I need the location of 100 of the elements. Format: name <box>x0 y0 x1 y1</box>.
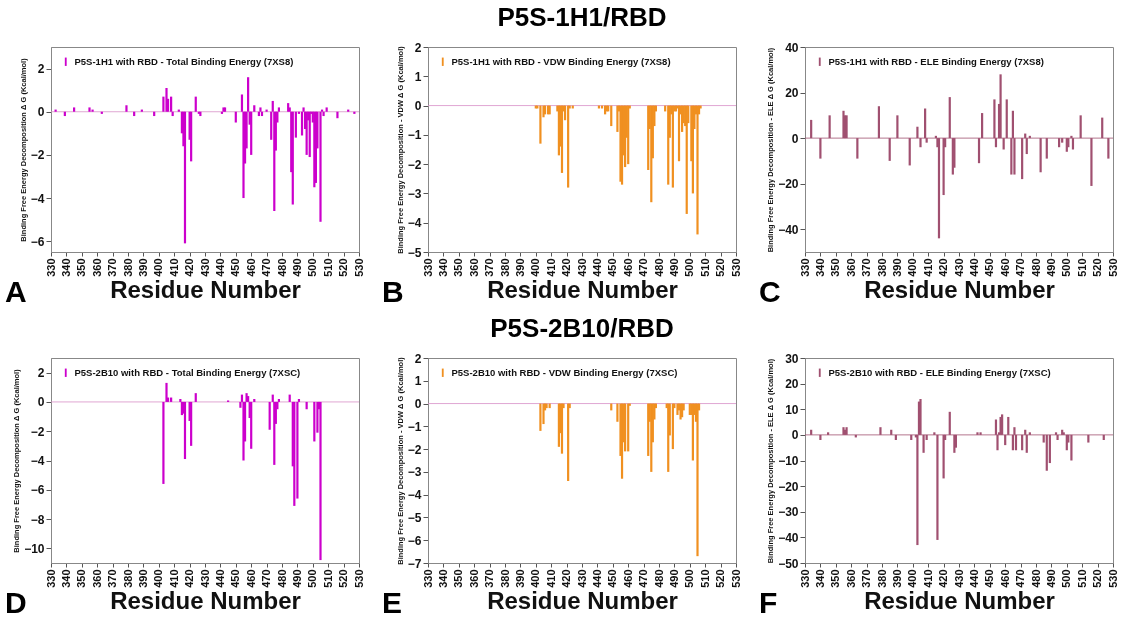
x-tick-label: 510 <box>698 258 711 277</box>
x-tick-label: 380 <box>875 258 888 277</box>
x-tick-label: 450 <box>229 569 242 588</box>
x-tick-label: 500 <box>1060 258 1073 277</box>
x-tick-label: 390 <box>513 569 526 588</box>
x-tick-label: 520 <box>714 569 727 588</box>
y-tick-label: −4 <box>407 216 422 231</box>
chart-title: P5S-1H1/RBD <box>497 2 667 32</box>
x-tick-label: 440 <box>213 569 226 588</box>
x-tick-label: 420 <box>560 569 573 588</box>
y-tick-label: −1 <box>407 128 422 143</box>
x-tick-label: 440 <box>213 258 226 277</box>
x-tick-label: 480 <box>1029 258 1042 277</box>
x-tick-label: 480 <box>652 569 665 588</box>
y-tick-label: −2 <box>407 157 422 172</box>
x-tick-label: 340 <box>436 258 449 277</box>
x-tick-label: 340 <box>59 258 72 277</box>
y-tick-label: −1 <box>407 419 422 434</box>
y-tick-label: −30 <box>778 505 799 520</box>
y-tick-label: 20 <box>785 86 799 101</box>
x-tick-label: 360 <box>467 258 480 277</box>
x-tick-label: 380 <box>875 569 888 588</box>
legend-label: P5S-1H1 with RBD - ELE Binding Energy (7XS8) <box>828 55 1044 67</box>
text: E <box>382 586 403 619</box>
x-tick-label: 340 <box>813 569 826 588</box>
x-tick-label: 410 <box>921 258 934 277</box>
legend-label: P5S-2B10 with RBD - VDW Binding Energy (7XSC) <box>451 366 678 378</box>
x-tick-label: 450 <box>229 258 242 277</box>
x-tick-label: 490 <box>667 258 680 277</box>
x-tick-label: 490 <box>1044 258 1057 277</box>
x-tick-label: 420 <box>937 258 950 277</box>
x-tick-label: 470 <box>260 258 273 277</box>
x-tick-label: 380 <box>498 569 511 588</box>
x-tick-label: 400 <box>906 258 919 277</box>
y-tick-label: −4 <box>30 454 45 468</box>
y-tick-label: −6 <box>30 234 45 249</box>
x-tick-label: 360 <box>844 258 857 277</box>
y-tick-label: 30 <box>785 351 799 366</box>
x-tick-label: 400 <box>906 569 919 588</box>
x-tick-label: 500 <box>306 258 319 277</box>
x-tick-label: 440 <box>967 258 980 277</box>
x-tick-label: 490 <box>667 569 680 588</box>
legend-label: P5S-1H1 with RBD - VDW Binding Energy (7XS8) <box>451 55 671 67</box>
y-tick-label: 10 <box>785 402 799 417</box>
x-tick-label: 500 <box>1060 569 1073 588</box>
x-tick-label: 360 <box>90 569 103 588</box>
y-tick-label: −6 <box>407 533 422 548</box>
x-tick-label: 500 <box>683 258 696 277</box>
y-tick-label: 0 <box>37 105 45 120</box>
x-tick-label: 420 <box>560 258 573 277</box>
x-tick-label: 530 <box>729 258 742 277</box>
text: C <box>759 275 781 308</box>
x-tick-label: 410 <box>167 569 180 588</box>
y-tick-label: −3 <box>407 465 422 480</box>
x-tick-label: 350 <box>452 569 465 588</box>
x-tick-label: 460 <box>244 569 257 588</box>
x-tick-label: 450 <box>983 258 996 277</box>
x-tick-label: 470 <box>637 569 650 588</box>
x-tick-label: 470 <box>1014 569 1027 588</box>
x-tick-label: 530 <box>352 569 365 588</box>
x-tick-label: 330 <box>44 569 57 588</box>
x-tick-label: 420 <box>183 258 196 277</box>
y-tick-label: 0 <box>414 397 422 412</box>
x-tick-label: 330 <box>798 258 811 277</box>
x-tick-label: 460 <box>621 569 634 588</box>
x-tick-label: 350 <box>829 258 842 277</box>
x-tick-label: 520 <box>337 258 350 277</box>
y-tick-label: −3 <box>407 186 422 201</box>
x-tick-label: 420 <box>183 569 196 588</box>
x-tick-label: 430 <box>575 569 588 588</box>
y-tick-label: 0 <box>791 131 799 146</box>
x-tick-label: 430 <box>952 569 965 588</box>
x-tick-label: 330 <box>421 569 434 588</box>
x-tick-label: 350 <box>829 569 842 588</box>
y-tick-label: −10 <box>778 454 799 468</box>
x-tick-label: 370 <box>106 569 119 588</box>
x-tick-label: 400 <box>152 569 165 588</box>
x-tick-label: 520 <box>1091 569 1104 588</box>
legend-label: P5S-2B10 with RBD - Total Binding Energy (7XSC) <box>74 366 301 378</box>
y-tick-label: −5 <box>407 245 422 260</box>
x-tick-label: 490 <box>290 258 303 277</box>
y-tick-label: 1 <box>414 374 422 389</box>
x-tick-label: 510 <box>321 258 334 277</box>
x-tick-label: 470 <box>1014 258 1027 277</box>
x-tick-label: 400 <box>152 258 165 277</box>
x-tick-label: 370 <box>860 569 873 588</box>
x-tick-label: 350 <box>75 569 88 588</box>
x-tick-label: 380 <box>121 258 134 277</box>
x-tick-label: 430 <box>198 569 211 588</box>
y-tick-label: −20 <box>778 479 799 494</box>
x-tick-label: 370 <box>483 569 496 588</box>
y-tick-label: −20 <box>778 177 799 192</box>
text: F <box>759 586 778 619</box>
x-tick-label: 460 <box>998 258 1011 277</box>
x-tick-label: 470 <box>637 258 650 277</box>
y-tick-label: −4 <box>407 488 422 503</box>
x-tick-label: 350 <box>75 258 88 277</box>
text: D <box>5 586 27 619</box>
y-tick-label: −8 <box>30 512 45 527</box>
x-tick-label: 380 <box>121 569 134 588</box>
